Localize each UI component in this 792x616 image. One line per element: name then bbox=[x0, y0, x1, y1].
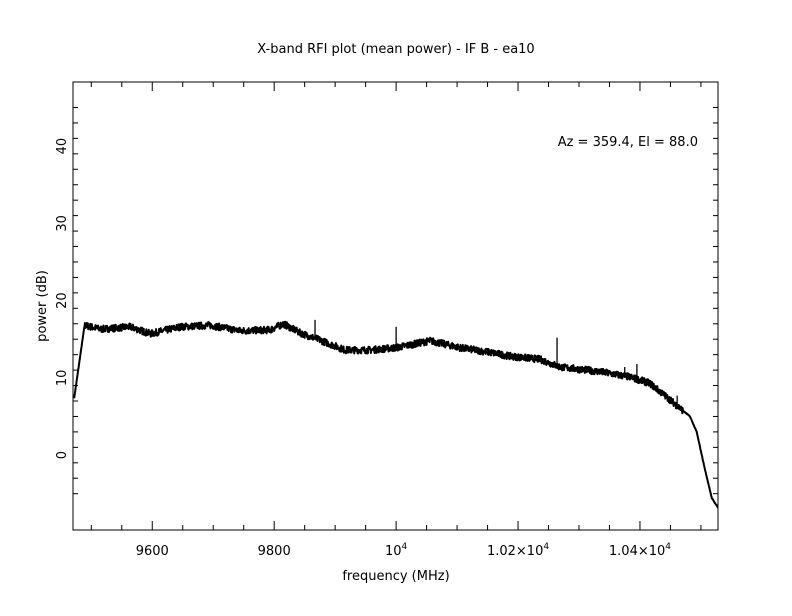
az-el-annotation: Az = 359.4, El = 88.0 bbox=[558, 135, 698, 150]
chart-title: X-band RFI plot (mean power) - IF B - ea… bbox=[257, 42, 534, 57]
y-tick-label: 0 bbox=[55, 451, 70, 459]
x-tick-label: 104 bbox=[385, 542, 408, 559]
x-tick-label: 1.02×104 bbox=[487, 542, 549, 559]
y-tick-label: 20 bbox=[55, 292, 70, 309]
plot-frame bbox=[72, 81, 719, 531]
y-tick-label: 40 bbox=[55, 138, 70, 155]
x-tick-label: 1.04×104 bbox=[609, 542, 671, 559]
series-line bbox=[73, 320, 719, 509]
y-tick-label: 30 bbox=[55, 215, 70, 232]
y-axis-label: power (dB) bbox=[35, 270, 50, 342]
x-tick-label: 9800 bbox=[258, 544, 291, 559]
x-axis-label: frequency (MHz) bbox=[342, 569, 449, 584]
y-tick-label: 10 bbox=[55, 370, 70, 387]
x-tick-label: 9600 bbox=[136, 544, 169, 559]
